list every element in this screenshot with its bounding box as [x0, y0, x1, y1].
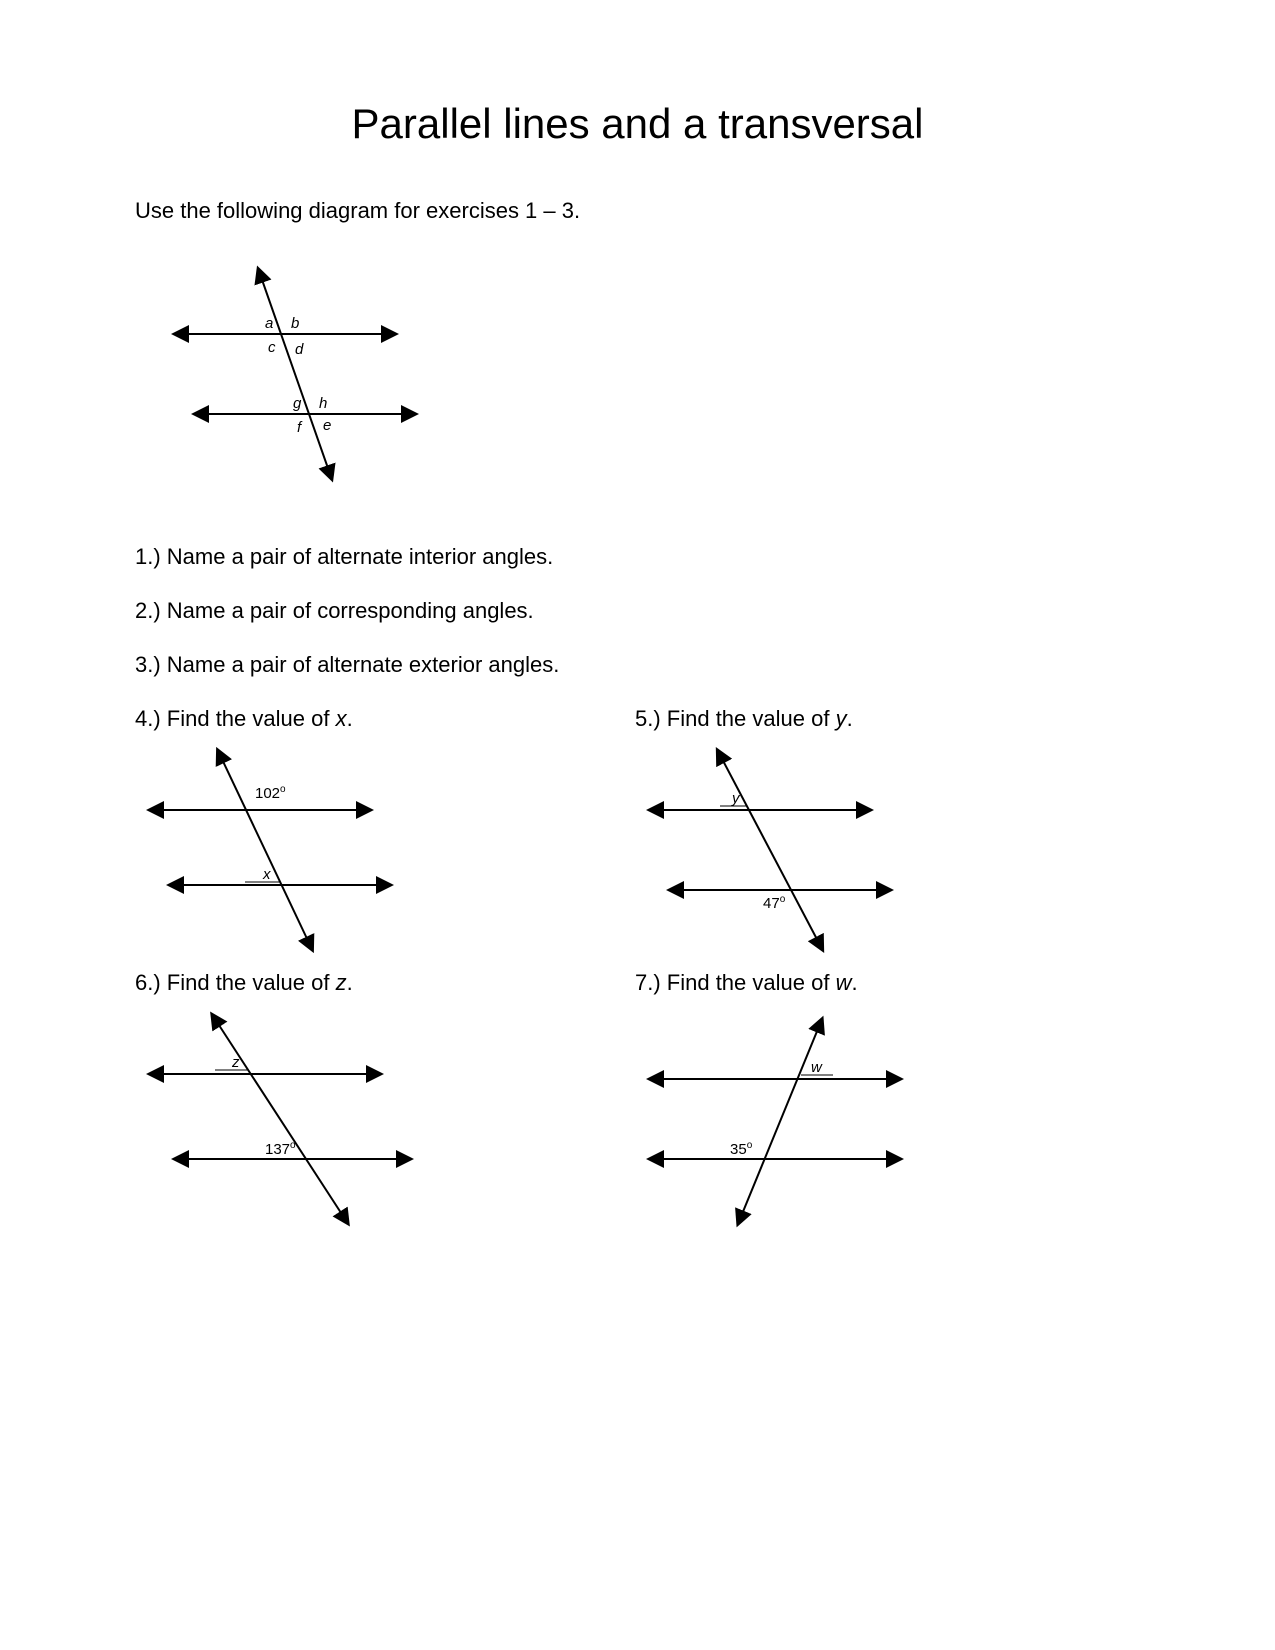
q6-suffix: .	[347, 970, 353, 995]
q7-prefix: 7.) Find the value of	[635, 970, 836, 995]
question-5: 5.) Find the value of y.	[635, 706, 1075, 732]
q5-angle-value: 47o	[763, 894, 786, 912]
diagram-q7: w 35o	[635, 1004, 935, 1234]
q4-suffix: .	[347, 706, 353, 731]
angle-f: f	[297, 419, 303, 436]
q6-angle-value: 137o	[265, 1140, 296, 1158]
angle-a: a	[265, 315, 273, 332]
q7-suffix: .	[851, 970, 857, 995]
q4-var: x	[336, 706, 347, 731]
question-6: 6.) Find the value of z.	[135, 970, 575, 996]
row-q6-q7: 6.) Find the value of z. z 137o	[135, 970, 1140, 1234]
q5-suffix: .	[847, 706, 853, 731]
question-4: 4.) Find the value of x.	[135, 706, 575, 732]
q4-var-label: x	[262, 866, 271, 883]
col-q5: 5.) Find the value of y. y 47o	[635, 706, 1075, 960]
q5-prefix: 5.) Find the value of	[635, 706, 836, 731]
q7-angle-value: 35o	[730, 1140, 753, 1158]
page-title: Parallel lines and a transversal	[135, 100, 1140, 148]
q5-var: y	[836, 706, 847, 731]
main-diagram: a b c d g h f e	[135, 254, 1140, 504]
angle-c: c	[268, 339, 276, 356]
instruction-text: Use the following diagram for exercises …	[135, 198, 1140, 224]
angle-g: g	[293, 395, 302, 412]
col-q6: 6.) Find the value of z. z 137o	[135, 970, 575, 1234]
question-7: 7.) Find the value of w.	[635, 970, 1075, 996]
angle-h: h	[319, 395, 327, 412]
diagram-q6: z 137o	[135, 1004, 435, 1234]
q6-prefix: 6.) Find the value of	[135, 970, 336, 995]
question-2: 2.) Name a pair of corresponding angles.	[135, 598, 1140, 624]
q4-angle-value: 102o	[255, 784, 286, 802]
question-3: 3.) Name a pair of alternate exterior an…	[135, 652, 1140, 678]
col-q7: 7.) Find the value of w. w 35o	[635, 970, 1075, 1234]
angle-e: e	[323, 417, 331, 434]
q6-var: z	[336, 970, 347, 995]
row-q4-q5: 4.) Find the value of x. 102o x	[135, 706, 1140, 960]
q6-var-label: z	[231, 1054, 240, 1071]
worksheet-page: Parallel lines and a transversal Use the…	[0, 0, 1275, 1344]
q4-prefix: 4.) Find the value of	[135, 706, 336, 731]
q7-var-label: w	[811, 1059, 823, 1076]
parallel-transversal-diagram: a b c d g h f e	[135, 254, 435, 504]
question-1: 1.) Name a pair of alternate interior an…	[135, 544, 1140, 570]
angle-b: b	[291, 315, 299, 332]
q7-var: w	[836, 970, 852, 995]
col-q4: 4.) Find the value of x. 102o x	[135, 706, 575, 960]
diagram-q4: 102o x	[135, 740, 415, 960]
angle-d: d	[295, 341, 304, 358]
diagram-q5: y 47o	[635, 740, 915, 960]
